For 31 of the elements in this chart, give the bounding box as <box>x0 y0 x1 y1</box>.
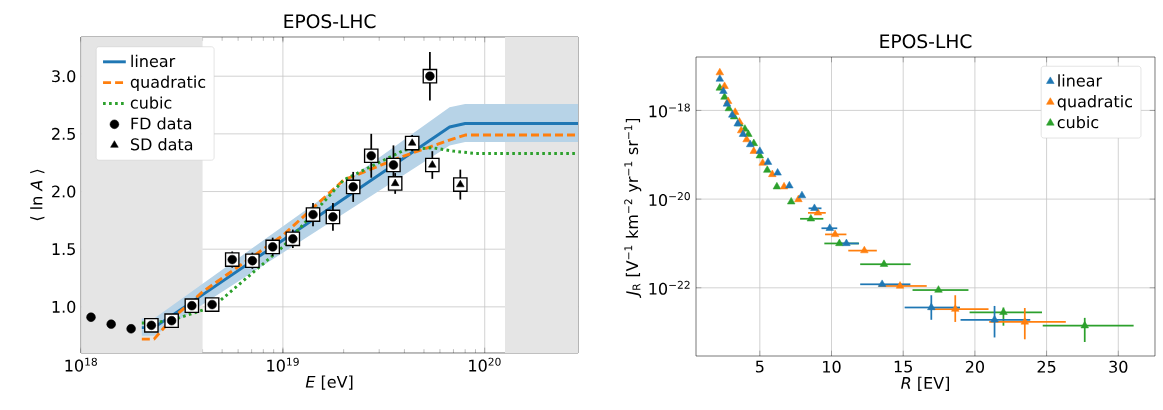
legend-label: SD data <box>130 138 193 151</box>
y-tick-label: 10$^{−22}$ <box>649 280 690 295</box>
legend-label: quadratic <box>1057 95 1132 111</box>
legend-label: quadratic <box>130 75 206 92</box>
legend-label: FD data <box>131 117 192 130</box>
x-axis-title: E [eV] <box>305 375 353 390</box>
chart-title: EPOS-LHC <box>880 34 972 49</box>
legend-label: cubic <box>130 96 172 109</box>
chart-title: EPOS-LHC <box>284 14 376 29</box>
y-tick-label: 1.0 <box>52 300 76 313</box>
legend-label: cubic <box>1057 115 1099 129</box>
y-tick-label: 10$^{−20}$ <box>649 192 690 207</box>
x-tick-label: 25 <box>1037 360 1056 373</box>
x-tick-label: 15 <box>894 360 912 373</box>
y-tick-label: 2.0 <box>52 185 76 198</box>
x-tick-label: 10$^{20}$ <box>469 357 501 372</box>
y-tick-label: 3.0 <box>52 70 76 83</box>
y-tick-label: 2.5 <box>52 127 75 140</box>
x-axis-title: R [EV] <box>901 376 949 391</box>
x-tick-label: 20 <box>965 360 985 373</box>
x-tick-label: 30 <box>1109 360 1128 373</box>
legend-label: linear <box>131 54 176 68</box>
x-tick-label: 10$^{19}$ <box>267 357 299 372</box>
x-tick-label: 10 <box>823 360 841 373</box>
y-tick-label: 1.5 <box>52 243 75 256</box>
x-tick-label: 10$^{18}$ <box>65 357 97 372</box>
y-tick-label: 10$^{−18}$ <box>649 103 690 118</box>
text: J$_{R}$ [V$^{−1}$ km$^{−2}$ yr$^{−1}$ sr$^{−1}$] <box>624 118 642 299</box>
legend-label: linear <box>1058 74 1103 87</box>
y-axis-title: ⟨ ln A ⟩ <box>30 169 45 221</box>
x-tick-label: 5 <box>755 360 764 373</box>
